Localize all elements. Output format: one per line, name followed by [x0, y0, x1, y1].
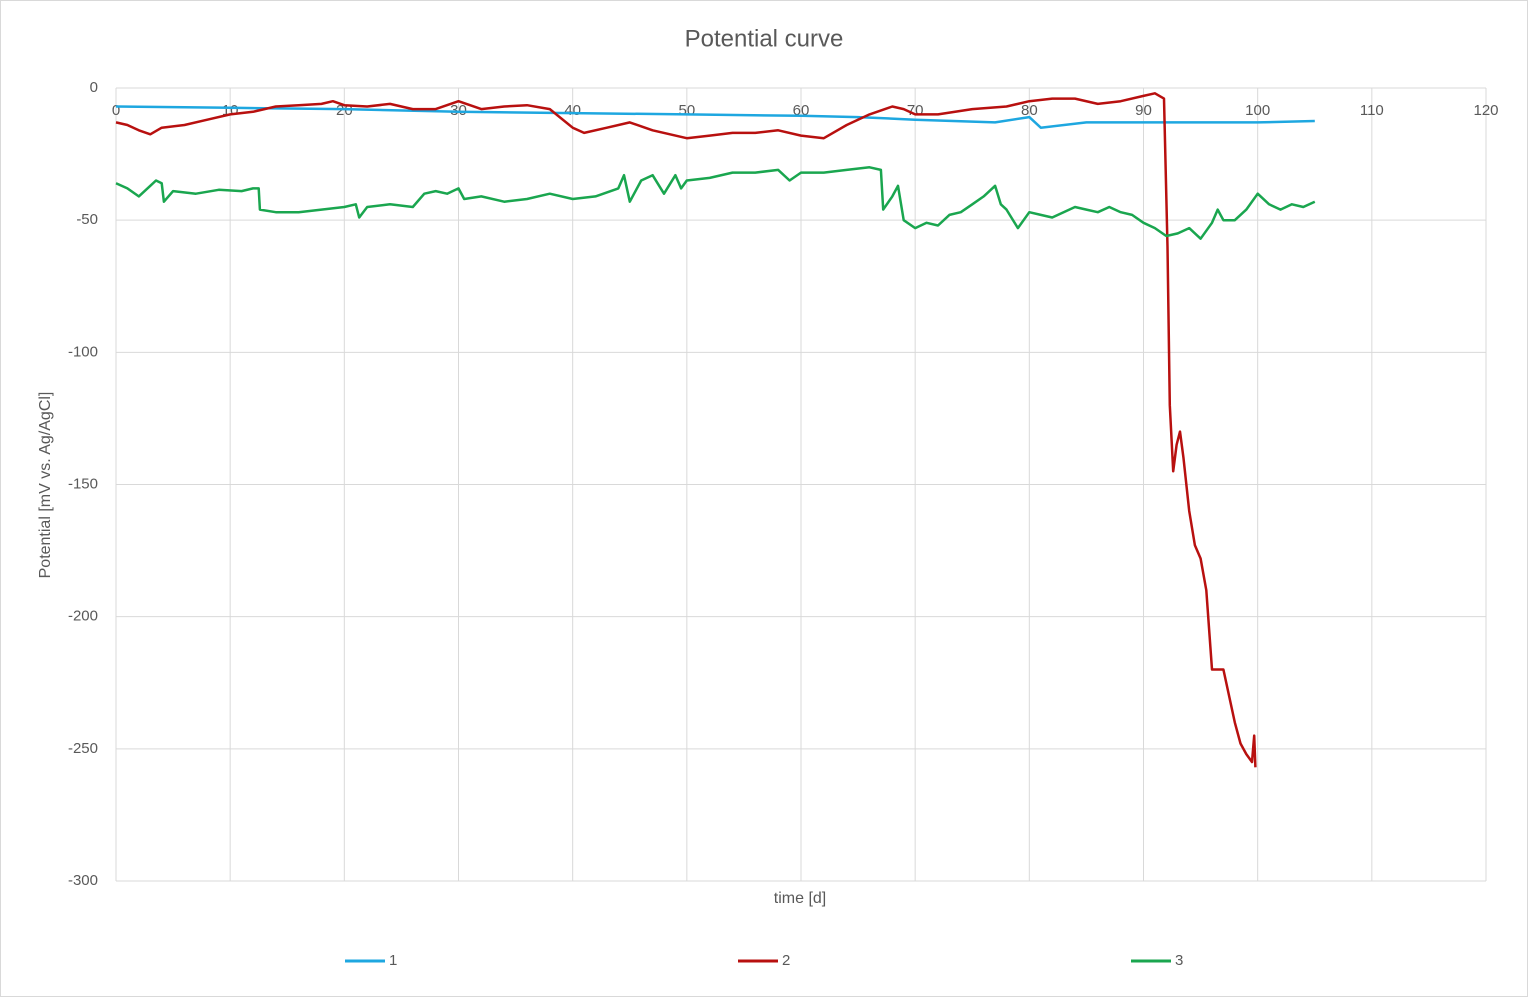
x-tick-label: 100: [1245, 102, 1270, 119]
x-tick-label: 110: [1360, 102, 1384, 119]
x-tick-label: 50: [678, 102, 695, 119]
x-tick-label: 80: [1021, 102, 1038, 119]
y-tick-label: -200: [68, 608, 98, 625]
x-tick-label: 40: [564, 102, 581, 119]
x-tick-label: 30: [450, 102, 467, 119]
x-tick-label: 90: [1135, 102, 1152, 119]
x-tick-label: 120: [1473, 102, 1498, 119]
y-axis-title: Potential [mV vs. Ag/AgCl]: [37, 392, 54, 579]
y-tick-label: -100: [68, 343, 98, 360]
x-tick-label: 0: [112, 102, 120, 119]
legend-label: 3: [1175, 952, 1183, 969]
y-tick-label: -250: [68, 740, 98, 757]
y-tick-label: -50: [76, 211, 98, 228]
y-tick-label: -150: [68, 475, 98, 492]
x-axis-title: time [d]: [774, 890, 826, 907]
series-line: [115, 105, 1315, 129]
legend-label: 1: [389, 952, 397, 969]
chart-title: Potential curve: [685, 25, 844, 52]
series-line: [115, 166, 1316, 240]
legend-label: 2: [782, 952, 790, 969]
y-tick-label: 0: [90, 79, 98, 96]
series-line: [115, 92, 1257, 768]
y-tick-label: -300: [68, 872, 98, 889]
